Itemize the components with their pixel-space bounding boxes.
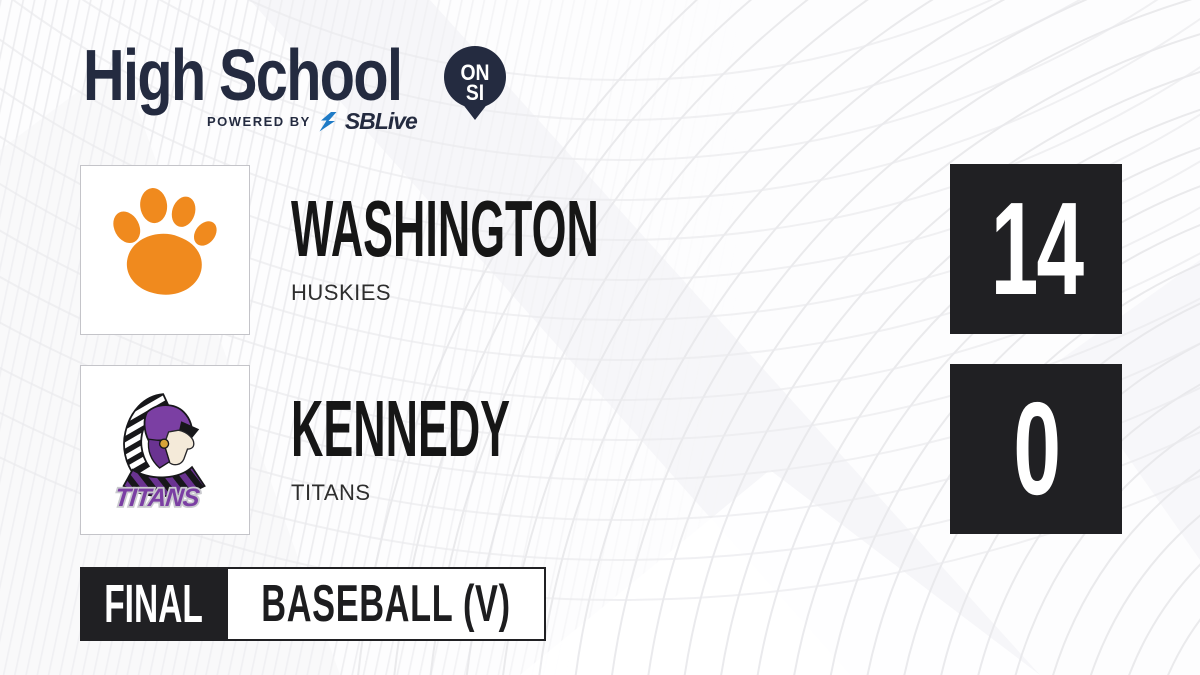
powered-by-row: POWERED BY SBLive [207,108,418,135]
team-mascot-washington: HUSKIES [291,280,392,305]
contour-arcs-secondary [0,0,1200,601]
huskies-paw-icon [113,188,217,295]
score-box-washington: 14 [950,164,1122,334]
score-value-washington: 14 [990,175,1083,322]
kennedy-logo-box: TITANS [80,365,250,535]
team-row-kennedy: TITANS KENNEDY TITANS [80,365,682,535]
score-value-kennedy: 0 [1013,375,1061,522]
event-label: BASEBALL (V) [261,575,511,633]
washington-text-block: WASHINGTON HUSKIES [291,165,841,335]
on-si-pin-icon: ON SI [444,46,506,120]
event-badge: BASEBALL (V) [226,567,546,641]
game-state-badge: FINAL [80,567,226,641]
titans-mascot-icon: TITANS [112,393,206,514]
sblive-bolt-icon [319,111,337,131]
brand-title: High School [83,36,403,116]
pin-text-on: ON [460,61,489,85]
team-name-washington: WASHINGTON [291,184,599,273]
team-mascot-kennedy: TITANS [291,480,371,505]
powered-by-label: POWERED BY [207,114,311,129]
team-name-kennedy: KENNEDY [291,384,511,473]
team-row-washington: WASHINGTON HUSKIES [80,165,841,335]
game-state-label: FINAL [103,574,203,634]
sblive-logo-text: SBLive [344,108,418,134]
status-bar: FINAL BASEBALL (V) [80,567,546,641]
titans-caption-text: TITANS [114,484,202,512]
score-box-kennedy: 0 [950,364,1122,534]
pin-text-si: SI [466,81,484,105]
kennedy-text-block: KENNEDY TITANS [291,365,682,535]
washington-logo-box [80,165,250,335]
